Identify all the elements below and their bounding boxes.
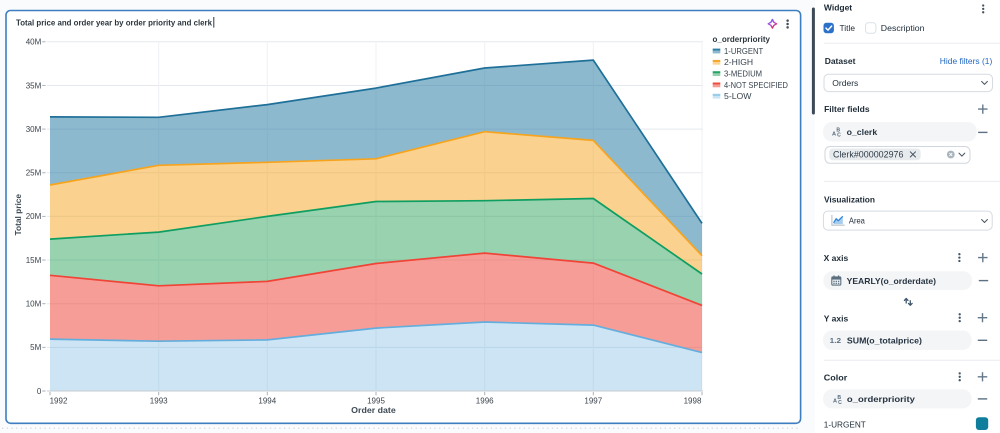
svg-text:Y axis: Y axis [824, 314, 849, 324]
svg-text:2-HIGH: 2-HIGH [724, 57, 753, 67]
svg-text:Total price: Total price [13, 194, 23, 236]
svg-text:30M: 30M [26, 125, 42, 134]
svg-text:o_orderpriority: o_orderpriority [847, 394, 915, 404]
svg-text:4-NOT SPECIFIED: 4-NOT SPECIFIED [724, 80, 788, 90]
svg-text:1998: 1998 [684, 396, 702, 405]
svg-text:1.2: 1.2 [830, 338, 842, 345]
svg-text:1995: 1995 [367, 396, 385, 405]
svg-text:Orders: Orders [832, 78, 858, 88]
svg-text:10M: 10M [26, 300, 42, 309]
svg-text:Color: Color [824, 373, 848, 383]
svg-text:SUM(o_totalprice): SUM(o_totalprice) [847, 335, 922, 345]
svg-text:Area: Area [849, 215, 865, 225]
svg-text:Hide filters (1): Hide filters (1) [940, 56, 993, 66]
svg-text:1996: 1996 [476, 396, 494, 405]
svg-text:15M: 15M [26, 256, 42, 265]
svg-text:35M: 35M [26, 81, 42, 90]
svg-text:5M: 5M [30, 343, 41, 352]
svg-text:X axis: X axis [824, 253, 849, 263]
svg-text:B: B [837, 395, 841, 401]
svg-text:Clerk#000002976: Clerk#000002976 [833, 149, 904, 159]
svg-text:Order date: Order date [351, 405, 396, 415]
svg-text:C: C [837, 133, 841, 139]
svg-text:o_clerk: o_clerk [847, 127, 878, 137]
svg-text:Visualization: Visualization [824, 194, 875, 204]
svg-text:3-MEDIUM: 3-MEDIUM [724, 69, 762, 79]
svg-text:1992: 1992 [50, 396, 68, 405]
svg-text:1994: 1994 [258, 396, 276, 405]
svg-text:40M: 40M [26, 38, 42, 47]
svg-text:Widget: Widget [824, 2, 852, 12]
svg-text:25M: 25M [26, 169, 42, 178]
svg-text:o_orderpriority: o_orderpriority [713, 35, 771, 44]
svg-text:5-LOW: 5-LOW [724, 91, 752, 101]
svg-text:A: A [832, 131, 836, 137]
svg-text:1993: 1993 [150, 396, 168, 405]
svg-text:B: B [836, 128, 840, 134]
svg-text:Description: Description [881, 23, 925, 33]
svg-text:YEARLY(o_orderdate): YEARLY(o_orderdate) [847, 276, 937, 286]
svg-text:Filter fields: Filter fields [824, 104, 870, 114]
svg-text:20M: 20M [26, 212, 42, 221]
svg-text:C: C [838, 400, 842, 406]
svg-text:0: 0 [37, 387, 42, 396]
svg-text:1997: 1997 [584, 396, 602, 405]
svg-text:Title: Title [840, 23, 856, 33]
svg-text:1-URGENT: 1-URGENT [724, 46, 763, 56]
svg-text:Dataset: Dataset [825, 56, 856, 66]
svg-text:1-URGENT: 1-URGENT [824, 419, 866, 429]
svg-text:A: A [833, 399, 837, 405]
svg-text:Total price and order year by: Total price and order year by order prio… [16, 17, 212, 27]
